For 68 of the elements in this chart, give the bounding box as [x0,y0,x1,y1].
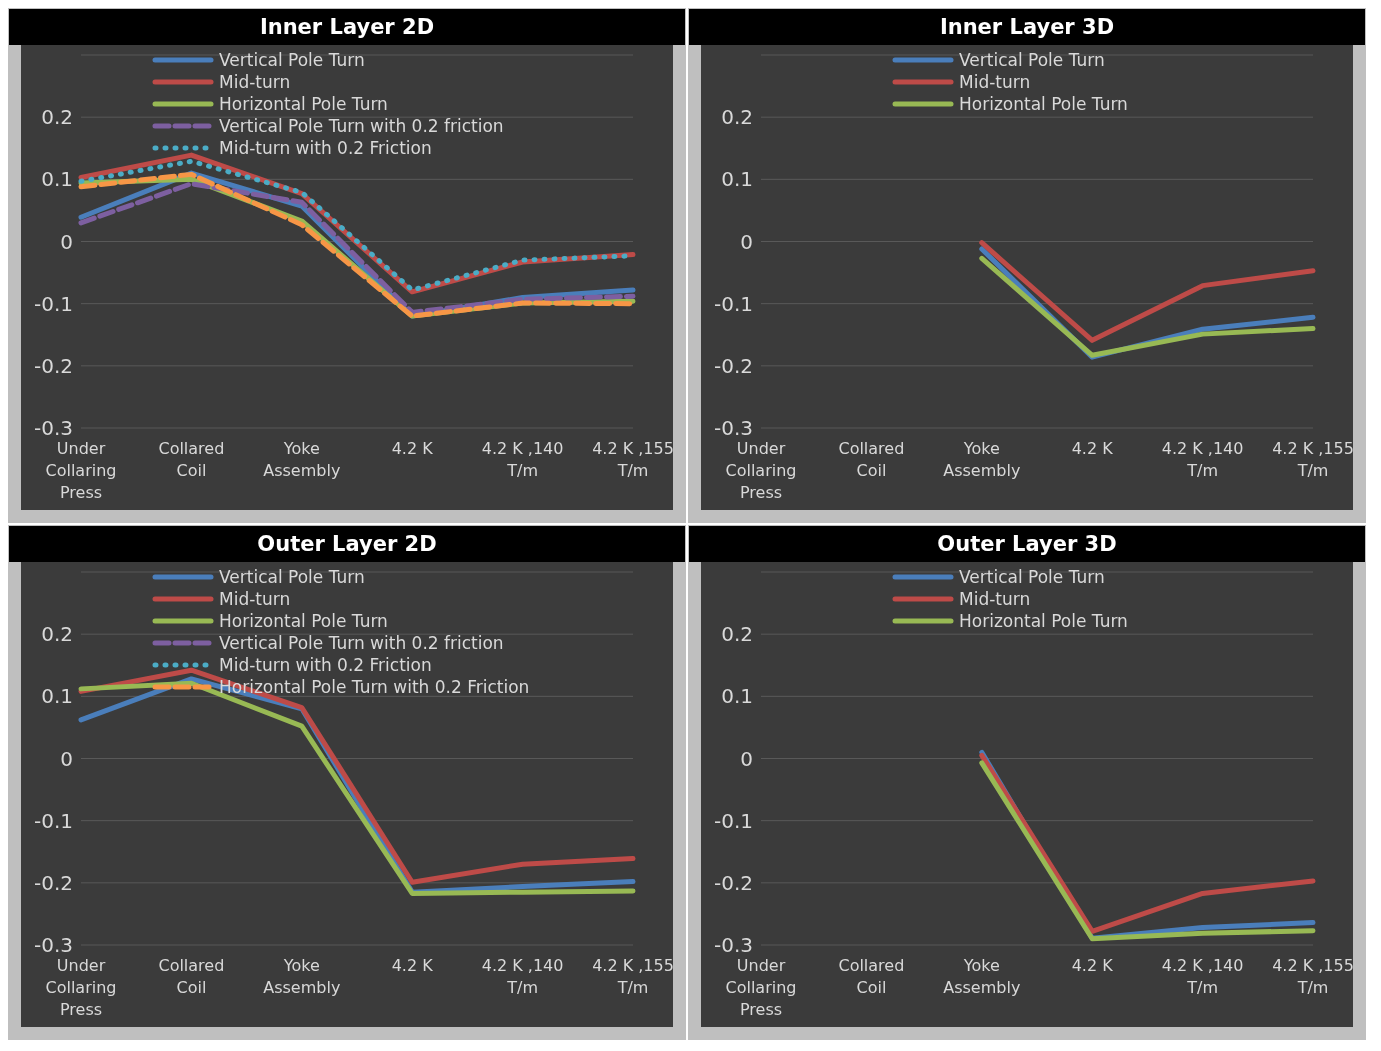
x-tick-label: 4.2 K [391,439,434,458]
legend-label: Mid-turn [959,588,1031,610]
legend-label: Mid-turn [219,588,291,610]
legend-label: Vertical Pole Turn [219,49,365,71]
legend-label: Vertical Pole Turn with 0.2 friction [219,632,504,654]
y-tick-label: 0 [60,746,73,771]
y-tick-label: -0.1 [33,808,73,833]
x-tick-label: 4.2 K ,140 T/m [481,439,564,480]
y-tick-label: 0.2 [721,105,753,130]
x-tick-label: Yoke Assembly [263,439,341,480]
x-tick-label: Under Collaring Press [725,956,797,1019]
x-tick-label: Collared Coil [838,956,905,997]
y-tick-label: -0.3 [33,416,73,441]
x-tick-label: Under Collaring Press [725,439,797,502]
x-tick-label: 4.2 K [391,956,434,975]
legend-label: Mid-turn with 0.2 Friction [219,137,432,159]
x-tick-label: 4.2 K ,140 T/m [1161,956,1244,997]
x-tick-label: Yoke Assembly [263,956,341,997]
x-tick-label: 4.2 K ,155 T/m [592,956,674,997]
legend-label: Horizontal Pole Turn [219,610,388,632]
x-tick-label: Yoke Assembly [943,439,1021,480]
x-tick-label: Collared Coil [838,439,905,480]
legend-label: Vertical Pole Turn [219,566,365,588]
y-tick-label: 0.2 [41,622,73,647]
x-tick-label: 4.2 K ,140 T/m [1161,439,1244,480]
y-tick-label: 0 [740,229,753,254]
y-tick-label: -0.3 [33,933,73,958]
x-tick-label: 4.2 K ,155 T/m [592,439,674,480]
legend-label: Vertical Pole Turn [959,566,1105,588]
legend-label: Mid-turn [219,71,291,93]
y-tick-label: 0.1 [721,684,753,709]
legend-label: Vertical Pole Turn with 0.2 friction [219,115,504,137]
legend-label: Vertical Pole Turn [959,49,1105,71]
chart-title: Outer Layer 2D [9,526,685,562]
y-tick-label: -0.3 [713,416,753,441]
legend-label: Horizontal Pole Turn [959,93,1128,115]
x-tick-label: Under Collaring Press [45,956,117,1019]
y-tick-label: -0.2 [713,353,753,378]
y-tick-label: 0.1 [41,167,73,192]
y-tick-label: -0.1 [33,291,73,316]
x-tick-label: Collared Coil [158,439,225,480]
y-tick-label: -0.2 [33,353,73,378]
x-tick-label: 4.2 K [1071,439,1114,458]
x-tick-label: 4.2 K ,140 T/m [481,956,564,997]
legend-label: Mid-turn [959,71,1031,93]
y-tick-label: 0.2 [721,622,753,647]
y-tick-label: 0 [60,229,73,254]
legend-label: Mid-turn with 0.2 Friction [219,654,432,676]
x-tick-label: Collared Coil [158,956,225,997]
legend-label: Horizontal Pole Turn [219,93,388,115]
x-tick-label: 4.2 K ,155 T/m [1272,439,1354,480]
y-tick-label: -0.1 [713,291,753,316]
legend-label: Horizontal Pole Turn [959,610,1128,632]
y-tick-label: 0 [740,746,753,771]
x-tick-label: Yoke Assembly [943,956,1021,997]
y-tick-label: 0.1 [41,684,73,709]
y-tick-label: -0.2 [713,870,753,895]
chart-title: Outer Layer 3D [689,526,1365,562]
y-tick-label: -0.2 [33,870,73,895]
chart-title: Inner Layer 3D [689,9,1365,45]
y-tick-label: -0.1 [713,808,753,833]
chart-title: Inner Layer 2D [9,9,685,45]
x-tick-label: 4.2 K [1071,956,1114,975]
y-tick-label: 0.1 [721,167,753,192]
x-tick-label: Under Collaring Press [45,439,117,502]
y-tick-label: 0.2 [41,105,73,130]
y-tick-label: -0.3 [713,933,753,958]
x-tick-label: 4.2 K ,155 T/m [1272,956,1354,997]
